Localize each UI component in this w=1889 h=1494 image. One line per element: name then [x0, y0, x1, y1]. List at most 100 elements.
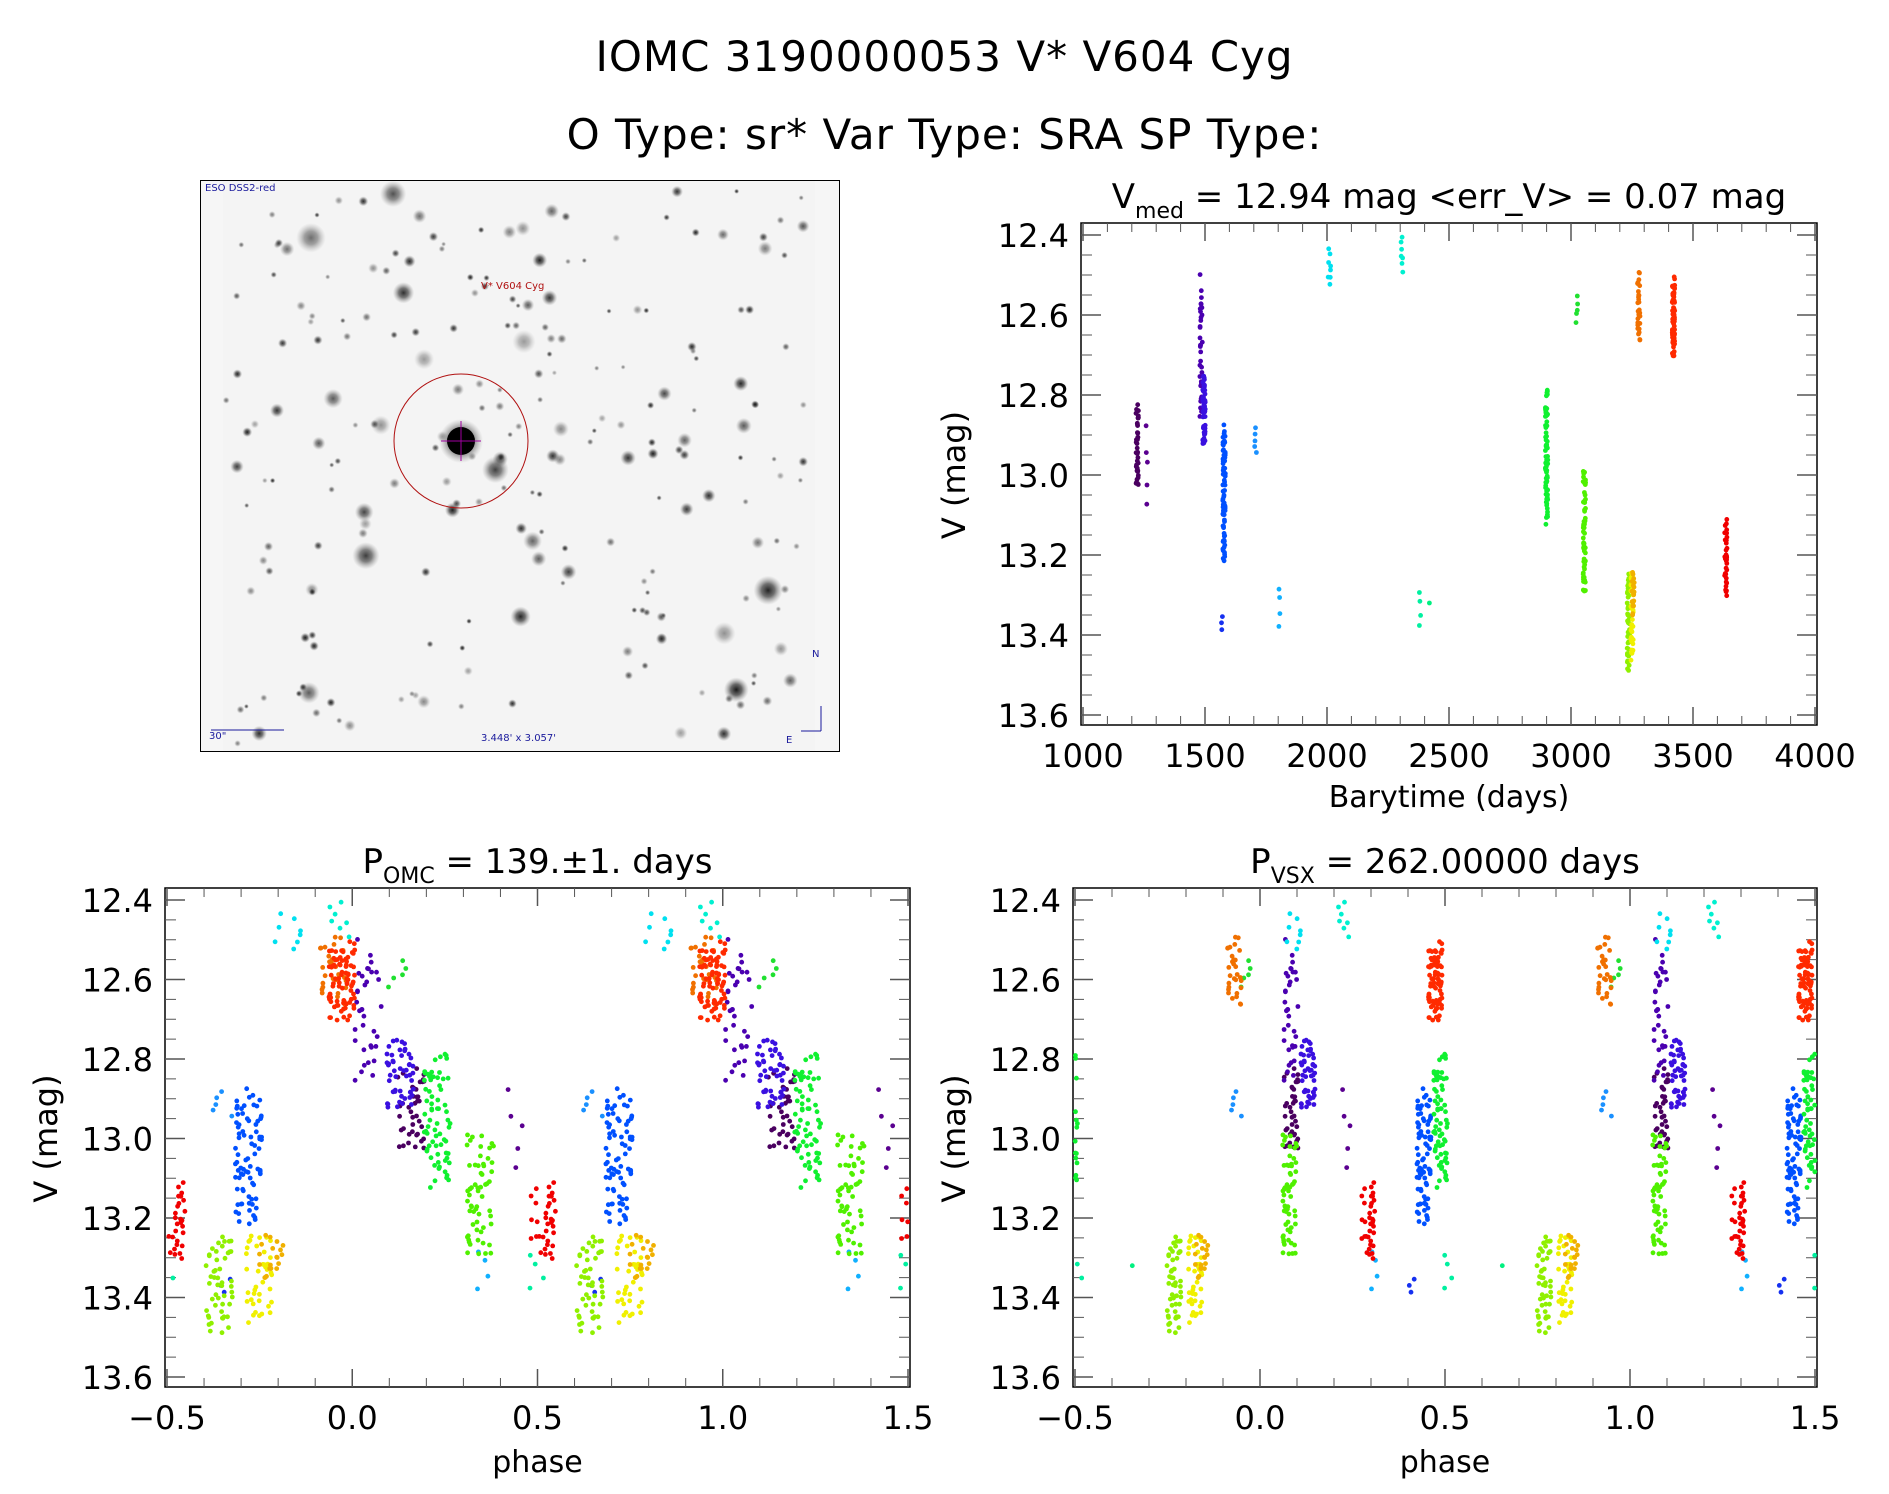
data-point [779, 1102, 785, 1107]
star [546, 333, 556, 344]
data-point [443, 1138, 449, 1144]
data-point [858, 1213, 864, 1219]
data-point [1414, 1145, 1420, 1151]
data-point [816, 1075, 821, 1081]
data-point [1655, 1007, 1660, 1013]
data-point [389, 1052, 395, 1058]
data-point [1656, 1251, 1662, 1257]
data-point [615, 1116, 621, 1122]
data-point [1784, 1145, 1790, 1151]
data-point [236, 1219, 242, 1224]
star [757, 241, 773, 256]
data-point [688, 945, 694, 951]
data-point [879, 1113, 884, 1119]
data-point [1178, 1294, 1184, 1300]
data-point [429, 1106, 435, 1112]
data-point [211, 1269, 217, 1274]
data-point [437, 1083, 442, 1089]
data-point [890, 1123, 896, 1129]
data-point [742, 1058, 747, 1064]
data-point [1177, 1301, 1182, 1307]
data-point [419, 1138, 424, 1144]
data-point [661, 946, 667, 952]
data-point [615, 1299, 620, 1304]
data-point [276, 924, 282, 930]
data-point [228, 1284, 234, 1289]
data-point [1812, 1158, 1818, 1163]
data-point [1626, 668, 1631, 673]
data-point [837, 1163, 843, 1168]
data-point [291, 916, 297, 922]
data-point [1289, 1122, 1295, 1127]
data-point [368, 959, 374, 965]
data-point [1286, 1185, 1291, 1191]
data-point [1654, 939, 1660, 945]
data-point [226, 1325, 231, 1330]
data-point [326, 964, 332, 970]
data-point [406, 1140, 411, 1146]
data-point [1432, 1128, 1437, 1134]
data-point [1304, 1104, 1309, 1110]
data-point [361, 1047, 367, 1053]
data-point [1283, 988, 1288, 994]
data-point [756, 1062, 762, 1068]
data-point [1786, 1219, 1792, 1224]
data-point [717, 1013, 723, 1019]
data-point [780, 1129, 786, 1135]
data-point [798, 1077, 804, 1083]
data-point [406, 1131, 412, 1137]
data-point [1735, 1234, 1741, 1240]
data-point [339, 969, 345, 975]
data-point [1602, 942, 1608, 947]
data-point [648, 911, 654, 917]
data-point [1676, 1093, 1682, 1099]
data-point [1423, 1202, 1429, 1207]
data-point [1299, 1078, 1305, 1084]
data-point [467, 1163, 472, 1168]
data-point [590, 1301, 596, 1307]
data-point [1432, 1098, 1438, 1104]
data-point [1336, 904, 1341, 910]
data-point [549, 1256, 555, 1261]
data-point [721, 979, 727, 985]
data-point [1419, 1103, 1424, 1109]
data-point [1374, 1273, 1380, 1279]
data-point [1681, 1093, 1687, 1098]
data-point [780, 1093, 785, 1098]
data-point [600, 1294, 606, 1300]
data-point [1431, 1111, 1437, 1117]
data-point [1294, 1124, 1300, 1130]
data-point [1201, 410, 1206, 416]
data-point [428, 1077, 434, 1083]
data-point [1312, 1086, 1318, 1092]
data-point [1630, 599, 1636, 605]
star [544, 203, 560, 219]
data-point [650, 1252, 655, 1258]
data-point [645, 1239, 650, 1244]
data-point [1437, 1178, 1442, 1184]
data-point [714, 962, 720, 968]
data-point [1427, 1136, 1433, 1142]
data-point [806, 1160, 812, 1165]
data-point [846, 1251, 852, 1257]
data-point [1669, 1101, 1674, 1107]
data-point [408, 1055, 414, 1061]
x-axis-label: Barytime (days) [1329, 780, 1570, 815]
data-point [904, 1186, 910, 1192]
data-point [1791, 1221, 1797, 1227]
data-point [320, 980, 326, 986]
data-point [1545, 487, 1550, 493]
data-point [1804, 1155, 1810, 1161]
data-point [1671, 344, 1676, 350]
data-point [1739, 1286, 1744, 1292]
data-point [789, 1138, 795, 1144]
data-point [1544, 1314, 1549, 1320]
data-point [1798, 1116, 1803, 1122]
data-point [757, 1044, 762, 1049]
data-point [1422, 1208, 1427, 1213]
data-point [1369, 1251, 1375, 1256]
data-point [1166, 1328, 1172, 1334]
data-point [1173, 1243, 1178, 1249]
data-point [1652, 1103, 1658, 1109]
data-point [1657, 1153, 1663, 1159]
